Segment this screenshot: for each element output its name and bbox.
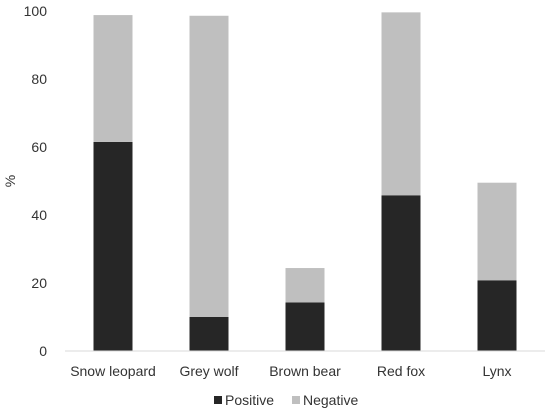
x-tick-labels: Snow leopard Grey wolf Brown bear Red fox Ly… (70, 363, 511, 379)
legend-label-positive: Positive (225, 392, 274, 408)
bar-red-fox-negative (381, 12, 421, 196)
legend: Positive Negative (214, 392, 358, 408)
y-tick-label: 40 (31, 207, 47, 223)
bar-snow-leopard-negative (93, 15, 133, 142)
y-tick-label: 60 (31, 139, 47, 155)
x-tick-label: Grey wolf (179, 363, 238, 379)
y-tick-label: 80 (31, 71, 47, 87)
legend-label-negative: Negative (303, 392, 358, 408)
y-tick-labels: 0 20 40 60 80 100 (24, 3, 48, 359)
bar-lynx-positive (477, 280, 517, 351)
y-axis-title: % (2, 175, 18, 187)
bar-grey-wolf-negative (189, 15, 229, 317)
bar-snow-leopard-positive (93, 141, 133, 351)
y-tick-label: 0 (39, 343, 47, 359)
bar-grey-wolf-positive (189, 317, 229, 351)
x-tick-label: Brown bear (269, 363, 341, 379)
bar-lynx-negative (477, 182, 517, 281)
x-tick-label: Red fox (377, 363, 425, 379)
x-tick-label: Snow leopard (70, 363, 156, 379)
bars-group (93, 12, 517, 351)
bar-brown-bear-positive (285, 302, 325, 351)
bar-brown-bear-negative (285, 268, 325, 303)
legend-swatch-positive (214, 396, 222, 404)
legend-swatch-negative (292, 396, 300, 404)
y-tick-label: 100 (24, 3, 48, 19)
y-tick-label: 20 (31, 275, 47, 291)
x-tick-label: Lynx (482, 363, 511, 379)
bar-red-fox-positive (381, 195, 421, 351)
